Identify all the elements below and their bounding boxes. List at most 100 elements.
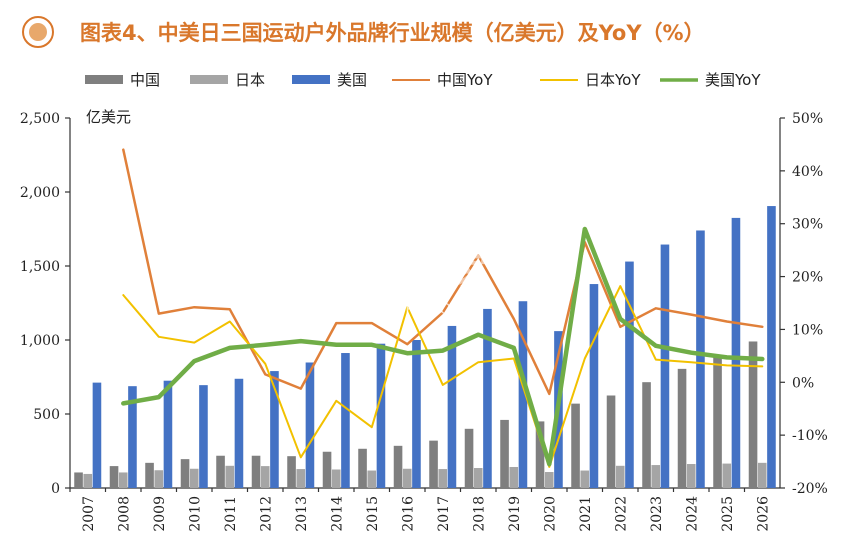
legend-label-中国YoY: 中国YoY [437,71,493,89]
line-日本YoY [122,285,764,468]
x-tick-label: 2021 [578,496,594,532]
x-tick-label: 2008 [116,496,132,532]
x-tick-label: 2014 [329,496,345,532]
legend-swatch-中国 [85,75,123,84]
bar-美国 [199,385,208,488]
bar-日本 [722,463,732,488]
bar-美国 [518,301,528,488]
bar-中国 [74,472,83,488]
watermark-sub: 行业报告 IPOIPO.CN [336,300,477,318]
title-bullet-core-icon [29,23,47,41]
bar-美国 [128,386,137,488]
x-tick-label: 2019 [507,496,523,532]
bar-中国 [748,341,758,488]
legend-label-美国: 美国 [337,71,367,89]
bar-日本 [473,468,483,488]
bar-中国 [429,440,438,488]
bar-日本 [225,465,235,488]
bar-日本 [118,472,128,488]
bar-中国 [216,455,225,488]
x-tick-label: 2010 [187,496,203,532]
bar-美国 [234,378,244,488]
x-tick-label: 2020 [542,496,558,532]
plot-area: 0 500 1,000 1,500 2,000 2,500 -20% -10% 0% 10% 20%… [20,108,828,532]
title-bullet-icon [22,16,54,48]
y-tick-label: 0 [51,481,60,497]
bar-美国 [341,353,350,488]
y2-tick-label: -10% [792,428,828,444]
bar-美国 [305,362,315,488]
x-tick-label: 2013 [294,496,310,532]
bar-美国 [767,206,776,488]
x-tick-label: 2012 [258,496,274,532]
y-tick-label: 1,000 [20,333,60,349]
y2-tick-label: 10% [792,322,823,338]
bar-美国 [483,308,492,488]
bar-美国 [92,382,102,488]
bar-美国 [163,380,173,488]
x-tick-label: 2025 [720,496,736,532]
bar-中国 [535,421,545,488]
bar-日本 [615,465,625,488]
x-tick-label: 2018 [471,496,487,532]
bar-美国 [412,340,421,488]
bar-中国 [500,419,509,488]
bar-美国 [731,217,741,488]
x-tick-label: 2024 [684,496,700,532]
chart-header: 图表4、中美日三国运动户外品牌行业规模（亿美元）及YoY（%） [22,16,705,48]
y-tick-label: 1,500 [20,259,60,275]
bar-中国 [109,466,119,488]
y-tick-label: 2,500 [20,111,60,127]
bar-美国 [625,261,634,488]
bar-中国 [287,456,296,488]
bar-美国 [376,343,386,488]
x-tick-label: 2011 [223,496,239,532]
bar-中国 [606,395,616,488]
x-tick-label: 2026 [755,496,771,532]
bar-中国 [642,382,651,488]
watermark: 并购家 行业报告 IPOIPO.CN [336,249,488,318]
legend-label-中国: 中国 [130,71,160,89]
legend-label-日本YoY: 日本YoY [585,71,641,89]
bar-日本 [686,464,696,488]
bar-中国 [145,462,154,488]
bar-日本 [367,470,377,488]
x-tick-label: 2017 [436,496,452,532]
line-中国YoY [122,148,764,396]
bar-美国 [696,230,705,489]
bar-日本 [189,468,199,488]
bar-日本 [580,470,590,488]
bar-中国 [393,445,403,488]
x-tick-label: 2023 [649,496,665,532]
watermark-main: 并购家 [368,249,488,295]
bar-中国 [571,403,580,488]
x-tick-label: 2009 [152,496,168,532]
y2-tick-label: -20% [792,481,828,497]
bar-中国 [713,355,722,488]
bar-日本 [296,469,306,488]
legend-swatch-日本 [190,75,228,84]
bar-中国 [358,448,367,488]
bar-中国 [677,368,687,488]
line-美国YoY [121,226,765,467]
bar-日本 [757,462,767,488]
chart-legend: 中国 日本 美国 中国YoY 日本YoY 美国YoY [85,71,761,89]
y2-tick-label: 40% [792,164,823,180]
bar-美国 [660,244,670,488]
bar-日本 [331,469,341,488]
bar-日本 [402,468,412,488]
x-tick-label: 2007 [81,496,97,532]
bar-美国 [589,284,599,488]
x-tick-label: 2015 [365,496,381,532]
bar-日本 [438,469,448,488]
bar-中国 [464,428,474,488]
bar-中国 [180,459,190,488]
legend-label-美国YoY: 美国YoY [705,71,761,89]
bar-美国 [447,325,457,488]
bar-日本 [83,473,93,488]
x-tick-label: 2022 [613,496,629,532]
y2-tick-label: 0% [792,375,814,391]
y2-tick-label: 30% [792,217,823,233]
bar-日本 [154,470,164,488]
